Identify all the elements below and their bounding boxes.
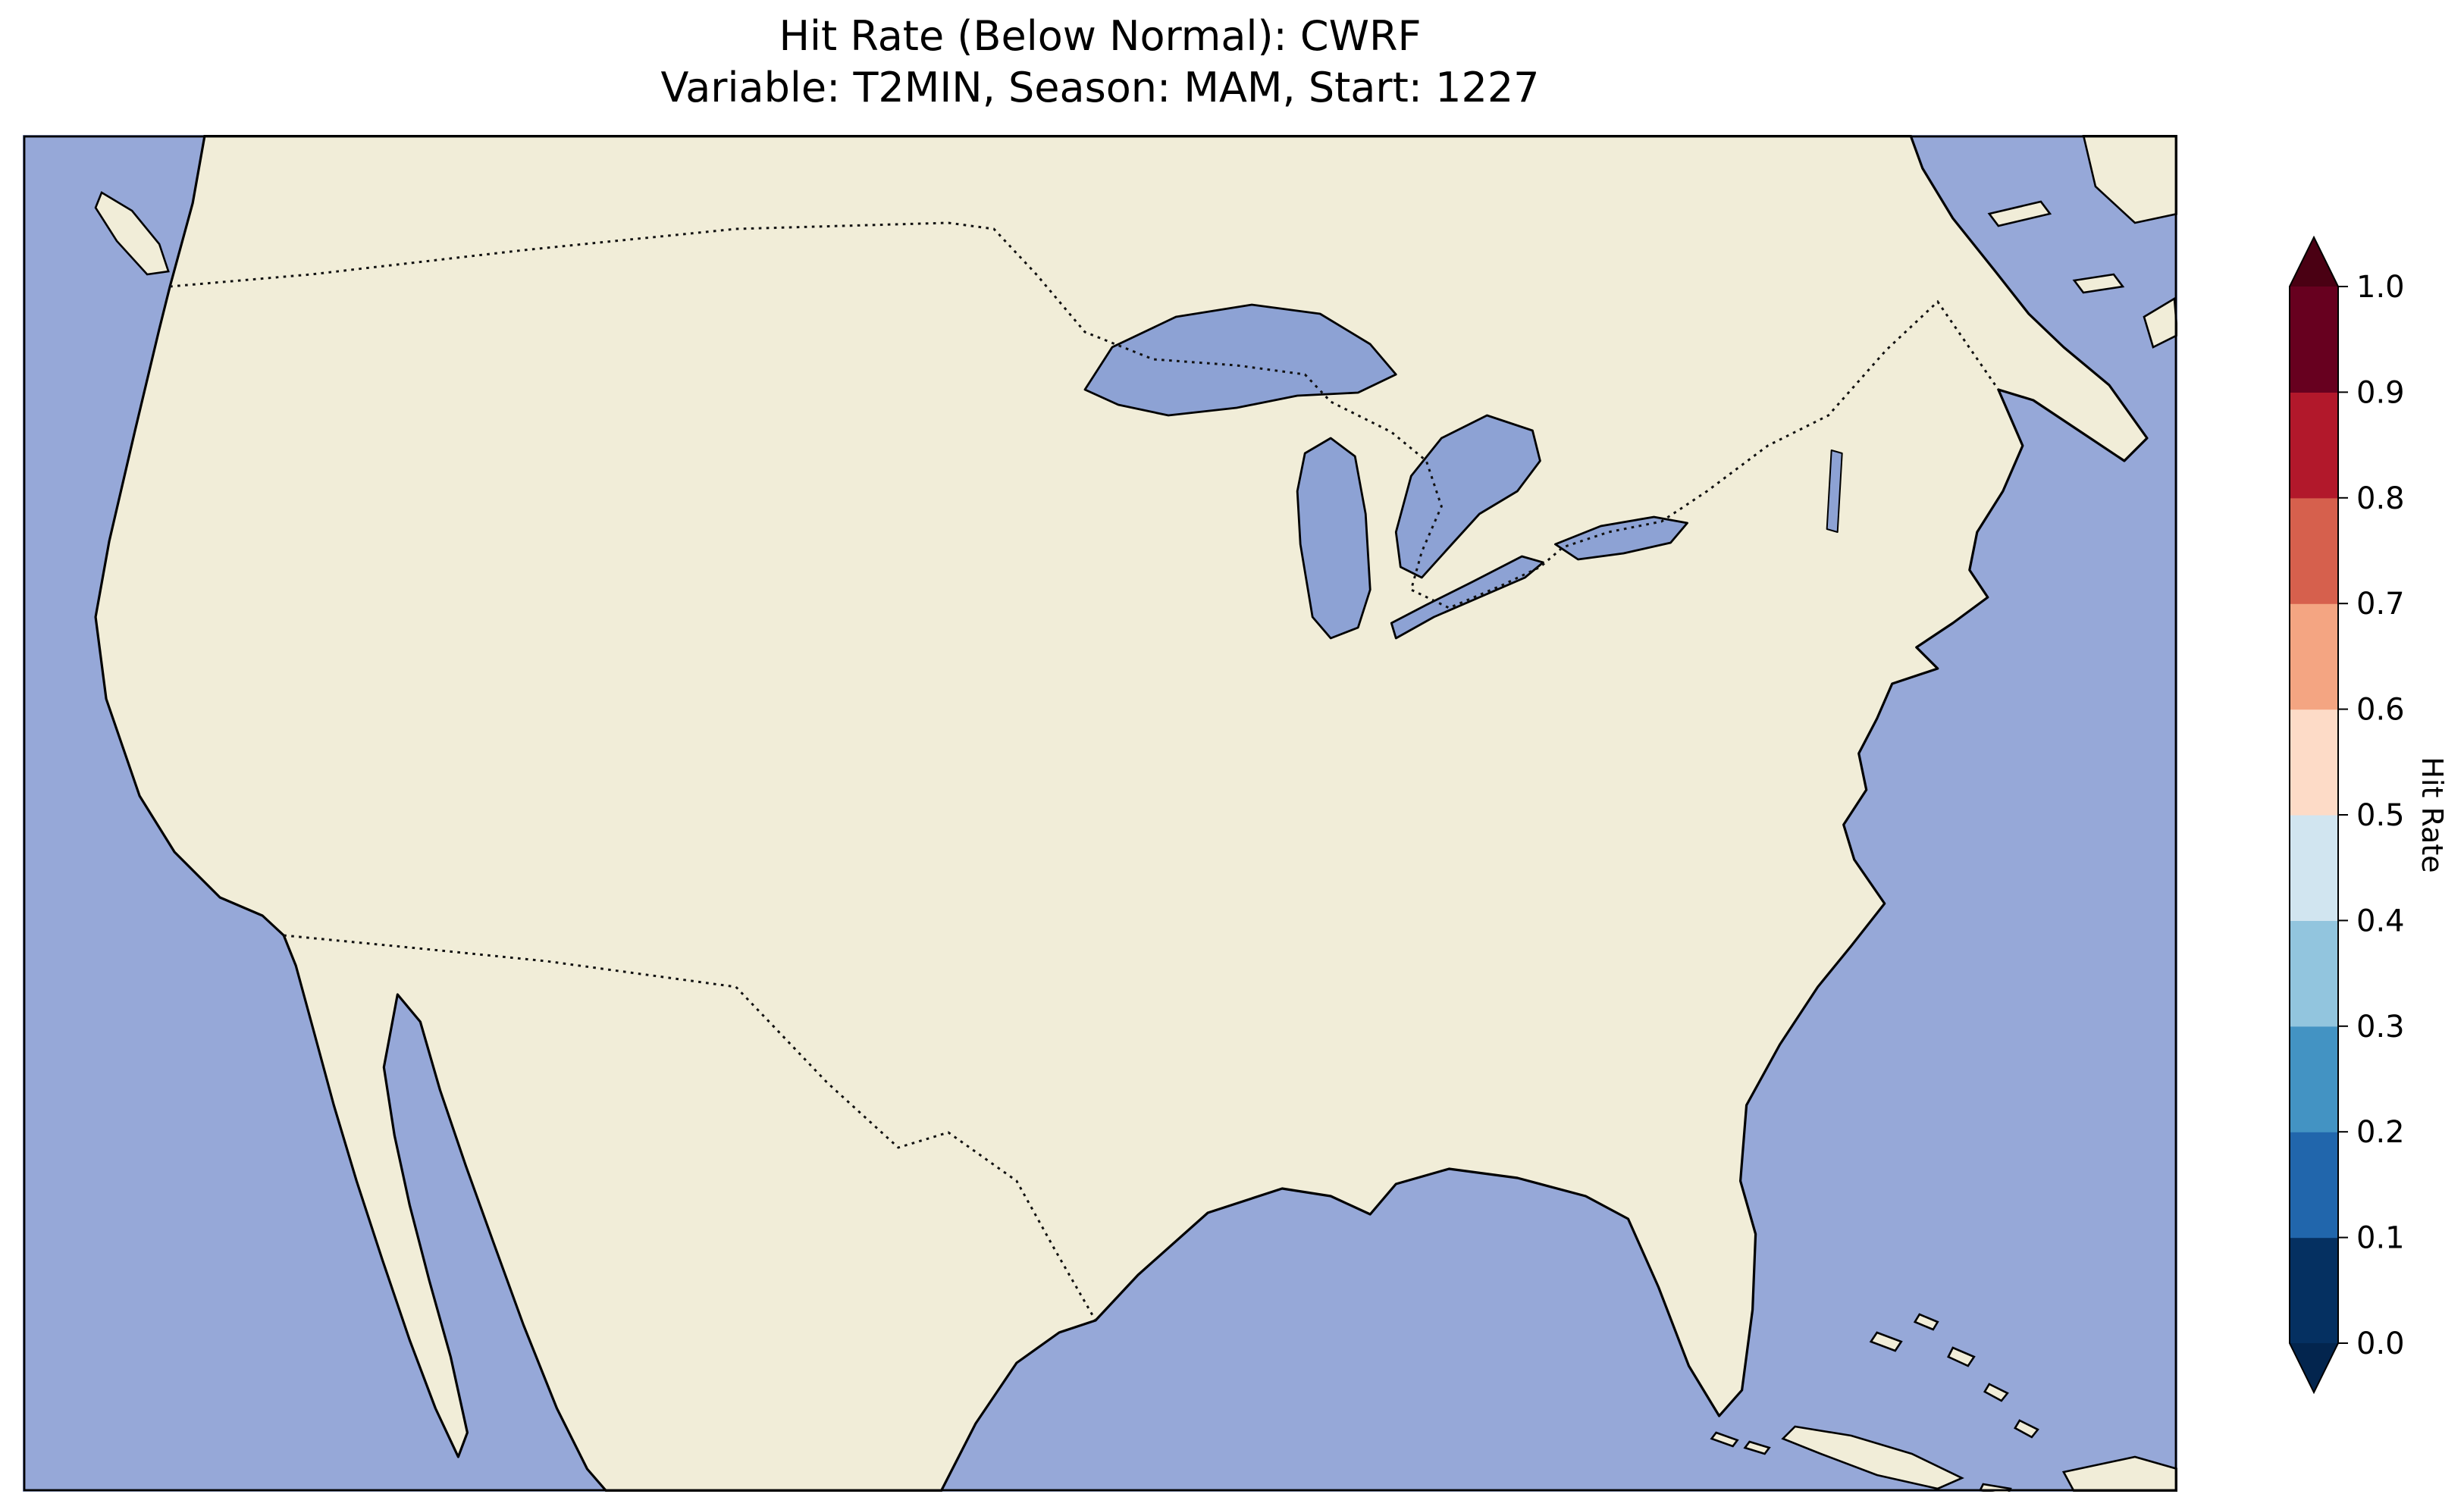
islands: [94, 135, 2177, 1492]
colorbar-segment: [2290, 709, 2338, 816]
us-mexico-border: [284, 934, 1097, 1321]
vancouver-island: [94, 191, 170, 276]
colorbar-tick-label: 0.3: [2356, 1010, 2405, 1045]
colorbar-segment: [2290, 603, 2338, 710]
great-lakes: [1083, 303, 1843, 640]
colorbar-segment: [2290, 1237, 2338, 1344]
colorbar-label: Hit Rate: [2415, 756, 2449, 872]
florida-keys: [1710, 1431, 1771, 1455]
lake-huron: [1394, 414, 1541, 579]
colorbar-tick-label: 0.0: [2356, 1326, 2405, 1361]
colorbar-tick-label: 0.9: [2356, 375, 2405, 410]
colorbar-tick-label: 0.2: [2356, 1115, 2405, 1150]
lake-champlain: [1826, 449, 1843, 533]
bahamas: [1869, 1313, 2039, 1439]
colorbar-tick-label: 0.8: [2356, 481, 2405, 516]
chart-title-line2: Variable: T2MIN, Season: MAM, Start: 122…: [660, 64, 1540, 111]
colorbar-tick-label: 0.7: [2356, 587, 2405, 622]
lake-michigan: [1296, 437, 1372, 640]
colorbar-segment: [2290, 497, 2338, 604]
colorbar-segment: [2290, 392, 2338, 499]
international-borders: [170, 221, 2000, 1321]
cape-breton: [2143, 296, 2177, 349]
colorbar-tick-label: 0.6: [2356, 693, 2405, 728]
lake-superior: [1083, 303, 1397, 417]
lake-ontario: [1554, 515, 1688, 561]
colorbar-segment: [2290, 815, 2338, 921]
colorbar: 0.0 0.1 0.2 0.3 0.4 0.5 0.6 0.7 0.8 0.9 1.0 Hit Ra…: [2289, 235, 2449, 1395]
colorbar-segment: [2290, 287, 2338, 393]
colorbar-segment: [2290, 1026, 2338, 1132]
cuba: [1781, 1425, 1964, 1490]
hispaniola: [2061, 1455, 2177, 1492]
chart-title: Hit Rate (Below Normal): CWRF Variable: …: [23, 11, 2177, 114]
colorbar-tick-label: 0.1: [2356, 1221, 2405, 1256]
lake-erie: [1390, 555, 1544, 640]
anticosti-island: [1987, 200, 2052, 227]
prince-edward-island: [2072, 273, 2125, 294]
colorbar-body: 0.0 0.1 0.2 0.3 0.4 0.5 0.6 0.7 0.8 0.9 1.0: [2289, 235, 2405, 1395]
colorbar-tick-label: 0.5: [2356, 798, 2405, 833]
colorbar-tick-label: 0.4: [2356, 904, 2405, 938]
us-hit-rate-map: [23, 135, 2177, 1492]
us-canada-border: [170, 221, 2000, 609]
chart-title-line1: Hit Rate (Below Normal): CWRF: [779, 12, 1422, 60]
colorbar-tick-label: 1.0: [2356, 270, 2405, 305]
newfoundland: [2082, 135, 2177, 224]
colorbar-under-arrow: [2290, 1343, 2338, 1392]
colorbar-segment: [2290, 920, 2338, 1027]
colorbar-over-arrow: [2290, 237, 2338, 287]
map-frame: [23, 135, 2177, 1492]
colorbar-segment: [2290, 1132, 2338, 1239]
